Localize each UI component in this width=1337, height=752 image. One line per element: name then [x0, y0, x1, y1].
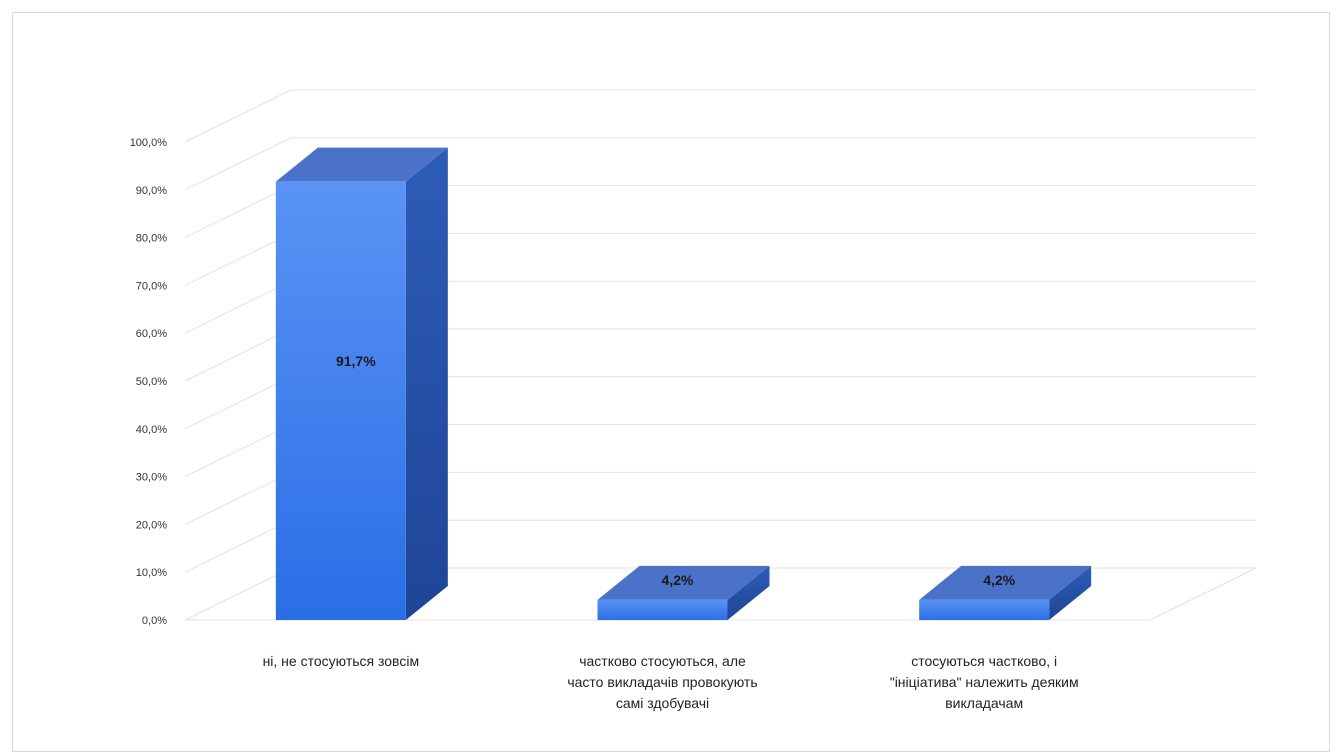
data-labels: 91,7% 4,2% 4,2%	[336, 353, 1016, 588]
category-label-line: самі здобувачі	[616, 695, 709, 711]
floor-right-edge	[1149, 567, 1257, 621]
gridline-wall	[184, 376, 292, 430]
y-tick-label: 100,0%	[130, 137, 168, 149]
bar-top	[919, 565, 1092, 600]
y-tick-label: 60,0%	[136, 328, 167, 340]
y-tick-label: 90,0%	[136, 185, 167, 197]
gridline-wall	[184, 328, 292, 382]
category-label: частково стосуються, але часто викладачів…	[567, 653, 757, 711]
y-tick-label: 70,0%	[136, 280, 167, 292]
bar-top	[597, 565, 770, 600]
category-label-line: викладачам	[945, 695, 1023, 711]
bar-side	[405, 147, 448, 620]
y-tick-label: 20,0%	[136, 519, 167, 531]
y-tick-label: 50,0%	[136, 376, 167, 388]
bars	[275, 147, 1092, 620]
data-label: 91,7%	[336, 353, 376, 369]
x-axis-categories: ні, не стосуються зовсім частково стосуют…	[263, 653, 1079, 711]
bar-top	[275, 147, 448, 182]
gridline-wall	[184, 185, 292, 239]
gridline-wall	[184, 424, 292, 478]
gridline-wall	[184, 137, 292, 191]
bar-front	[275, 181, 406, 620]
y-tick-label: 10,0%	[136, 567, 167, 579]
bar-front	[919, 599, 1050, 620]
y-axis-ticks: 0,0% 10,0% 20,0% 30,0% 40,0% 50,0% 60,0% 70,0% 8…	[130, 137, 168, 627]
data-label: 4,2%	[662, 572, 694, 588]
y-tick-label: 30,0%	[136, 472, 167, 484]
y-tick-label: 0,0%	[142, 615, 167, 627]
bar-0	[275, 147, 448, 620]
bar-front	[597, 599, 728, 620]
gridline-wall	[184, 232, 292, 286]
category-label-line: часто викладачів провокують	[567, 674, 757, 690]
gridline-wall	[184, 471, 292, 525]
data-label: 4,2%	[983, 572, 1015, 588]
category-label: ні, не стосуються зовсім	[263, 653, 420, 669]
category-label-line: "ініціатива" належить деяким	[890, 674, 1079, 690]
category-label-line: ні, не стосуються зовсім	[263, 653, 420, 669]
gridline-wall	[184, 519, 292, 573]
gridline-wall	[184, 89, 292, 143]
y-tick-label: 40,0%	[136, 424, 167, 436]
gridline-wall	[184, 280, 292, 334]
category-label-line: стосуються частково, і	[911, 653, 1057, 669]
category-label: стосуються частково, і "ініціатива" належ…	[890, 653, 1079, 711]
gridline-wall	[184, 567, 292, 621]
gridlines	[184, 89, 1257, 621]
bar-1	[597, 565, 770, 620]
category-label-line: частково стосуються, але	[579, 653, 746, 669]
bar-2	[919, 565, 1092, 620]
bar-side	[1049, 565, 1092, 620]
y-tick-label: 80,0%	[136, 233, 167, 245]
bar-side	[727, 565, 770, 620]
